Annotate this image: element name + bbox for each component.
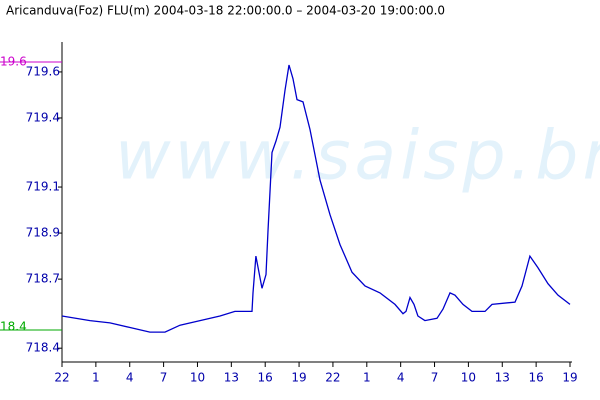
x-tick-label: 7 [431,371,439,385]
x-tick-label: 16 [258,371,273,385]
y-tick-label: 719.6 [26,64,60,78]
chart-title: Aricanduva(Foz) FLU(m) 2004-03-18 22:00:… [6,4,445,18]
watermark: www.saisp.br [115,117,600,196]
y-tick-label: 718.4 [26,341,60,355]
x-tick-label: 4 [397,371,405,385]
x-tick-label: 1 [363,371,371,385]
x-tick-label: 13 [224,371,239,385]
x-tick-label: 19 [562,371,577,385]
x-tick-label: 7 [160,371,168,385]
threshold-label: 18.4 [0,320,27,334]
y-tick-label: 718.9 [26,226,60,240]
threshold-label: 19.6 [0,55,27,69]
y-tick-label: 719.1 [26,180,60,194]
y-tick-label: 719.4 [26,110,60,124]
data-line [61,64,571,333]
x-tick-label: 13 [495,371,510,385]
x-tick-label: 10 [190,371,205,385]
x-tick-label: 1 [92,371,100,385]
x-tick-label: 22 [325,371,340,385]
x-tick-label: 16 [528,371,543,385]
x-tick-label: 4 [126,371,134,385]
x-tick-label: 22 [54,371,69,385]
y-tick-label: 718.7 [26,272,60,286]
x-tick-label: 10 [461,371,476,385]
x-tick-label: 19 [291,371,306,385]
